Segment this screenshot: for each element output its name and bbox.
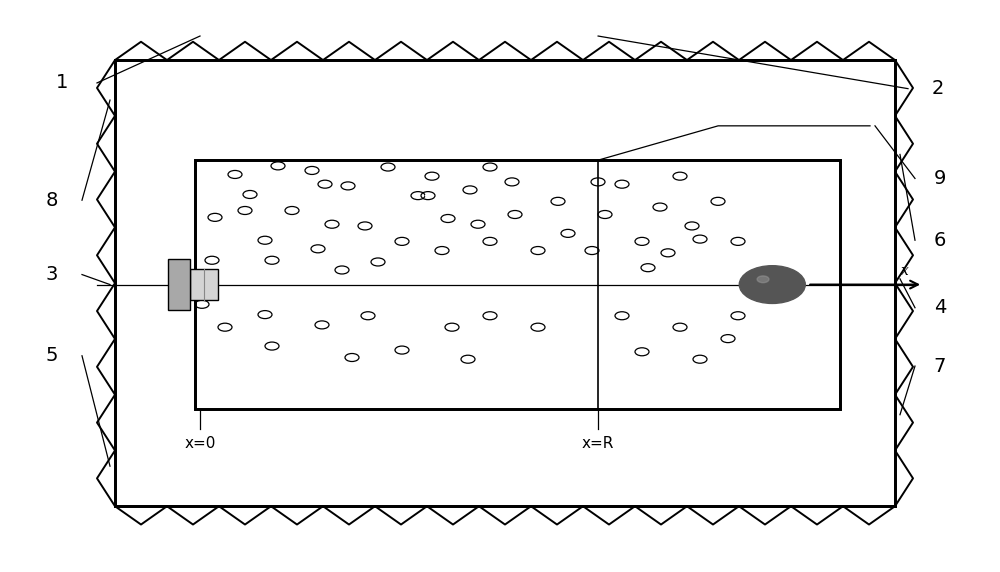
Text: 9: 9 bbox=[934, 169, 946, 188]
Circle shape bbox=[677, 325, 683, 329]
Circle shape bbox=[697, 358, 703, 361]
Circle shape bbox=[262, 313, 268, 316]
Circle shape bbox=[645, 266, 651, 269]
Text: x=0: x=0 bbox=[184, 436, 216, 451]
Circle shape bbox=[329, 223, 335, 226]
Circle shape bbox=[429, 174, 435, 178]
Circle shape bbox=[345, 184, 351, 188]
Circle shape bbox=[425, 194, 431, 197]
Bar bbox=[195, 160, 840, 409]
Bar bbox=[195, 160, 840, 409]
Circle shape bbox=[619, 182, 625, 186]
Circle shape bbox=[439, 249, 445, 252]
Circle shape bbox=[509, 180, 515, 184]
Circle shape bbox=[725, 337, 731, 340]
Circle shape bbox=[209, 259, 215, 262]
Circle shape bbox=[475, 223, 481, 226]
Circle shape bbox=[589, 249, 595, 252]
Bar bbox=[115, 60, 895, 506]
Circle shape bbox=[715, 200, 721, 203]
Bar bbox=[190, 269, 218, 300]
Circle shape bbox=[739, 266, 805, 303]
Circle shape bbox=[619, 314, 625, 317]
Circle shape bbox=[269, 259, 275, 262]
Circle shape bbox=[639, 350, 645, 353]
Circle shape bbox=[512, 213, 518, 216]
Text: x: x bbox=[901, 264, 909, 278]
Circle shape bbox=[212, 216, 218, 219]
Circle shape bbox=[232, 173, 238, 176]
Circle shape bbox=[735, 314, 741, 317]
Circle shape bbox=[487, 314, 493, 317]
Circle shape bbox=[349, 356, 355, 359]
Circle shape bbox=[487, 240, 493, 243]
Circle shape bbox=[465, 358, 471, 361]
Circle shape bbox=[222, 325, 228, 329]
Text: 6: 6 bbox=[934, 231, 946, 250]
Text: 8: 8 bbox=[46, 190, 58, 210]
Circle shape bbox=[697, 237, 703, 241]
Circle shape bbox=[565, 232, 571, 235]
Circle shape bbox=[242, 209, 248, 212]
Circle shape bbox=[199, 303, 205, 306]
Circle shape bbox=[689, 224, 695, 228]
Circle shape bbox=[535, 325, 541, 329]
Circle shape bbox=[445, 217, 451, 220]
Circle shape bbox=[487, 165, 493, 169]
Text: x=R: x=R bbox=[582, 436, 614, 451]
Circle shape bbox=[757, 276, 769, 283]
Text: 1: 1 bbox=[56, 73, 68, 93]
Circle shape bbox=[275, 164, 281, 168]
Text: 5: 5 bbox=[46, 346, 58, 366]
Circle shape bbox=[365, 314, 371, 317]
Circle shape bbox=[339, 268, 345, 272]
Circle shape bbox=[602, 213, 608, 216]
Text: 4: 4 bbox=[934, 298, 946, 317]
Circle shape bbox=[467, 188, 473, 192]
Circle shape bbox=[665, 251, 671, 255]
Circle shape bbox=[449, 325, 455, 329]
Bar bbox=[168, 259, 190, 310]
Circle shape bbox=[399, 348, 405, 352]
Circle shape bbox=[399, 240, 405, 243]
Circle shape bbox=[657, 205, 663, 209]
Text: 7: 7 bbox=[934, 356, 946, 376]
Circle shape bbox=[322, 182, 328, 186]
Circle shape bbox=[735, 240, 741, 243]
Circle shape bbox=[385, 165, 391, 169]
Circle shape bbox=[535, 249, 541, 252]
Circle shape bbox=[362, 224, 368, 228]
Circle shape bbox=[269, 344, 275, 348]
Circle shape bbox=[555, 200, 561, 203]
Circle shape bbox=[415, 194, 421, 197]
Circle shape bbox=[262, 239, 268, 242]
Text: 2: 2 bbox=[932, 79, 944, 98]
Circle shape bbox=[319, 323, 325, 327]
Circle shape bbox=[639, 240, 645, 243]
Circle shape bbox=[595, 180, 601, 184]
Circle shape bbox=[309, 169, 315, 172]
Circle shape bbox=[375, 260, 381, 264]
Circle shape bbox=[247, 193, 253, 196]
Text: 3: 3 bbox=[46, 265, 58, 284]
Circle shape bbox=[289, 209, 295, 212]
Circle shape bbox=[315, 247, 321, 251]
Circle shape bbox=[677, 174, 683, 178]
